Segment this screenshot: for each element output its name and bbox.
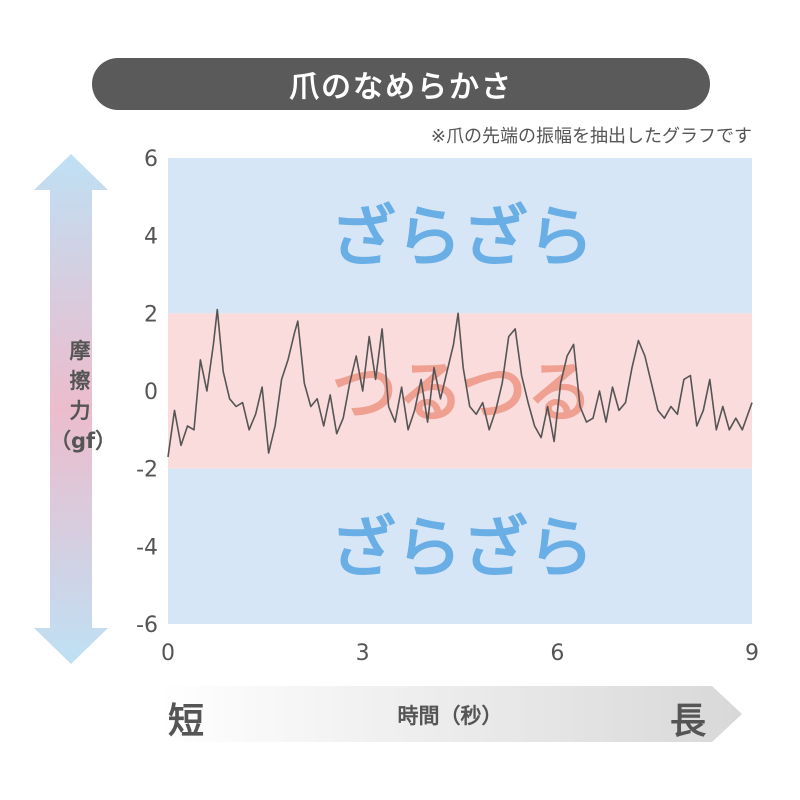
rough-band — [168, 158, 752, 314]
title-banner: 爪のなめらかさ — [92, 58, 710, 110]
y-axis-label-line: 摩 — [69, 339, 91, 363]
rough-band — [168, 468, 752, 624]
y-tick-label: -2 — [136, 458, 158, 483]
y-axis-label-line: 力 — [69, 399, 91, 423]
y-tick-label: -4 — [136, 535, 158, 560]
x-tick-label: 9 — [745, 641, 759, 666]
y-axis-label-line: （gf） — [50, 429, 117, 453]
x-axis-short-label: 短 — [168, 701, 205, 742]
chart-note: ※爪の先端の振幅を抽出したグラフです — [430, 126, 752, 147]
y-tick-label: 6 — [144, 147, 158, 172]
chart-bands — [168, 158, 752, 624]
x-tick-label: 6 — [550, 641, 564, 666]
smooth-band-label: つるつる — [331, 354, 592, 431]
y-axis-label-line: 擦 — [69, 369, 91, 393]
y-tick-label: -6 — [136, 613, 158, 638]
page-title: 爪のなめらかさ — [289, 70, 513, 105]
y-tick-label: 0 — [144, 380, 158, 405]
y-axis-arrow — [34, 154, 108, 664]
y-axis-label: 摩 擦 力 （gf） — [50, 336, 117, 456]
x-tick-label: 0 — [161, 641, 175, 666]
series-group — [167, 308, 753, 458]
x-axis-arrow — [160, 686, 742, 742]
rough-band-label: ざらざら — [330, 199, 594, 276]
y-tick-labels: 6 4 2 0 -2 -4 -6 — [136, 147, 158, 638]
rough-band-label: ざらざら — [330, 509, 594, 586]
y-tick-label: 2 — [144, 302, 158, 327]
friction-series-line — [167, 308, 753, 458]
x-axis-label: 時間（秒） — [397, 704, 503, 728]
x-axis-long-label: 長 — [670, 701, 707, 742]
y-tick-label: 4 — [144, 225, 158, 250]
x-tick-labels: 0 3 6 9 — [161, 641, 759, 666]
x-tick-label: 3 — [356, 641, 370, 666]
